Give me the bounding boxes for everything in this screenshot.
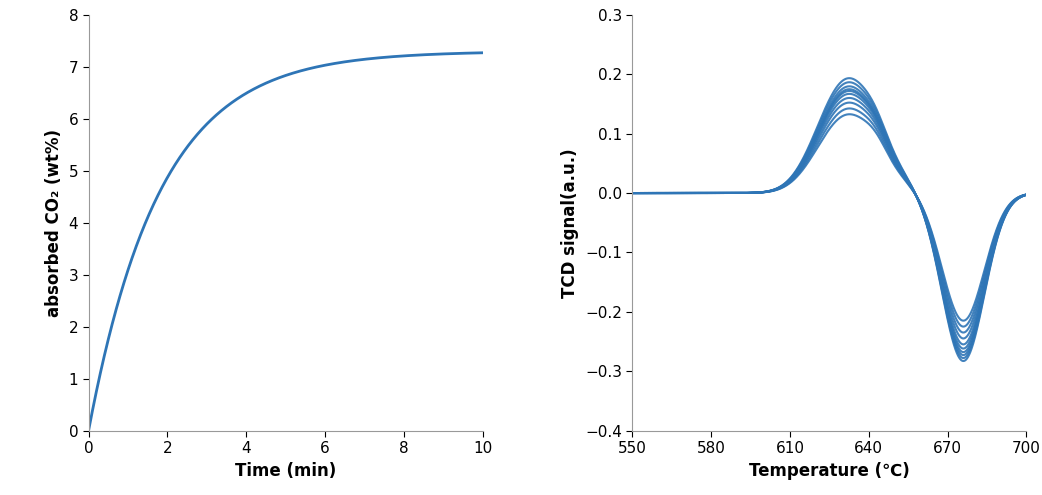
X-axis label: Temperature (℃): Temperature (℃) [749, 462, 910, 480]
Y-axis label: TCD signal(a.u.): TCD signal(a.u.) [562, 148, 579, 297]
X-axis label: Time (min): Time (min) [234, 462, 337, 480]
Y-axis label: absorbed CO₂ (wt%): absorbed CO₂ (wt%) [45, 129, 63, 317]
